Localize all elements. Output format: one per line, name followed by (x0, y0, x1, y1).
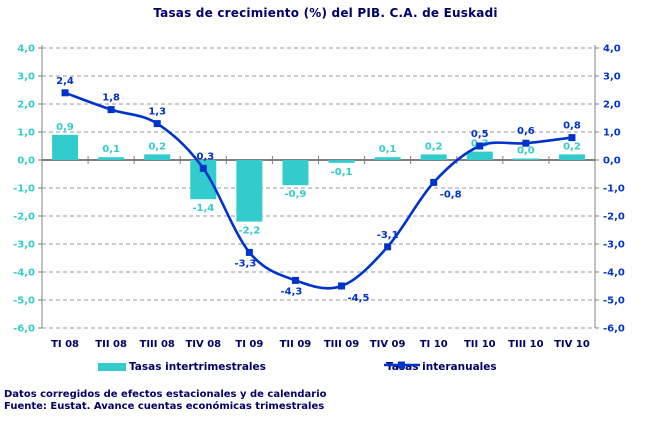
svg-text:3,0: 3,0 (17, 72, 35, 83)
svg-text:0,2: 0,2 (563, 141, 581, 152)
svg-text:TIII 09: TIII 09 (324, 339, 359, 350)
bar-swatch-icon (98, 363, 126, 371)
svg-text:0,8: 0,8 (563, 121, 581, 132)
svg-text:-1,4: -1,4 (192, 203, 214, 214)
svg-text:2,0: 2,0 (603, 100, 621, 111)
svg-text:TI 08: TI 08 (51, 339, 79, 350)
svg-text:-0,8: -0,8 (440, 189, 462, 200)
svg-text:TIII 08: TIII 08 (140, 339, 175, 350)
svg-text:-3,3: -3,3 (234, 258, 256, 269)
svg-text:-4,0: -4,0 (13, 268, 35, 279)
svg-text:2,4: 2,4 (56, 76, 74, 87)
svg-text:-3,0: -3,0 (603, 240, 625, 251)
chart-plot-area: 4,0 4,0 3,0 3,0 2,0 2,0 1,0 1,0 0,0 0,0 -1,0 -1,0 -2… (13, 44, 625, 351)
svg-text:1,8: 1,8 (102, 93, 120, 104)
svg-text:0,0: 0,0 (17, 156, 35, 167)
svg-text:1,3: 1,3 (148, 107, 166, 118)
svg-text:0,9: 0,9 (56, 122, 74, 133)
svg-text:TIV 09: TIV 09 (370, 339, 406, 350)
chart-title: Tasas de crecimiento (%) del PIB. C.A. d… (153, 6, 498, 20)
svg-text:4,0: 4,0 (17, 44, 35, 55)
footer-note-line2: Fuente: Eustat. Avance cuentas económica… (4, 400, 325, 412)
svg-text:-3,0: -3,0 (13, 240, 35, 251)
svg-text:-3,1: -3,1 (377, 230, 399, 241)
svg-text:-0,3: -0,3 (192, 151, 214, 162)
svg-text:-6,0: -6,0 (603, 324, 625, 335)
svg-text:0,1: 0,1 (379, 144, 397, 155)
svg-text:-0,9: -0,9 (285, 189, 307, 200)
svg-text:-2,2: -2,2 (238, 226, 260, 237)
svg-text:-4,0: -4,0 (603, 268, 625, 279)
svg-text:TIV 08: TIV 08 (185, 339, 221, 350)
line-marker-icon (384, 361, 420, 369)
svg-text:0,2: 0,2 (425, 141, 443, 152)
legend-label-intertrimestrales: Tasas intertrimestrales (129, 361, 266, 373)
svg-text:4,0: 4,0 (603, 44, 621, 55)
svg-text:0,6: 0,6 (517, 126, 535, 137)
svg-text:TI 09: TI 09 (235, 339, 263, 350)
svg-text:TII 08: TII 08 (95, 339, 127, 350)
svg-text:0,0: 0,0 (603, 156, 621, 167)
svg-text:-5,0: -5,0 (13, 296, 35, 307)
svg-text:TI 10: TI 10 (420, 339, 448, 350)
svg-text:-6,0: -6,0 (13, 324, 35, 335)
svg-text:-4,3: -4,3 (281, 286, 303, 297)
footer-notes: Datos corregidos de efectos estacionales… (4, 389, 327, 412)
svg-text:0,1: 0,1 (102, 144, 120, 155)
svg-text:-0,1: -0,1 (331, 167, 353, 178)
svg-text:-5,0: -5,0 (603, 296, 625, 307)
svg-text:TIV 10: TIV 10 (554, 339, 590, 350)
svg-text:-4,5: -4,5 (348, 293, 370, 304)
footer-note-line1: Datos corregidos de efectos estacionales… (4, 389, 327, 400)
svg-text:-2,0: -2,0 (13, 212, 35, 223)
svg-text:TIII 10: TIII 10 (508, 339, 543, 350)
svg-text:TII 09: TII 09 (280, 339, 312, 350)
legend: Tasas intertrimestrales Tasas interanual… (0, 359, 651, 377)
svg-text:-1,0: -1,0 (603, 184, 625, 195)
svg-text:TII 10: TII 10 (464, 339, 496, 350)
svg-text:1,0: 1,0 (17, 128, 35, 139)
svg-text:0,2: 0,2 (148, 141, 166, 152)
svg-text:0,5: 0,5 (471, 129, 489, 140)
svg-text:3,0: 3,0 (603, 72, 621, 83)
svg-text:1,0: 1,0 (603, 128, 621, 139)
legend-item-intertrimestrales: Tasas intertrimestrales (98, 359, 266, 375)
svg-text:2,0: 2,0 (17, 100, 35, 111)
svg-text:-1,0: -1,0 (13, 184, 35, 195)
svg-text:-2,0: -2,0 (603, 212, 625, 223)
svg-text:0,0: 0,0 (517, 146, 535, 157)
legend-item-interanuales: Tasas interanuales (383, 359, 497, 375)
